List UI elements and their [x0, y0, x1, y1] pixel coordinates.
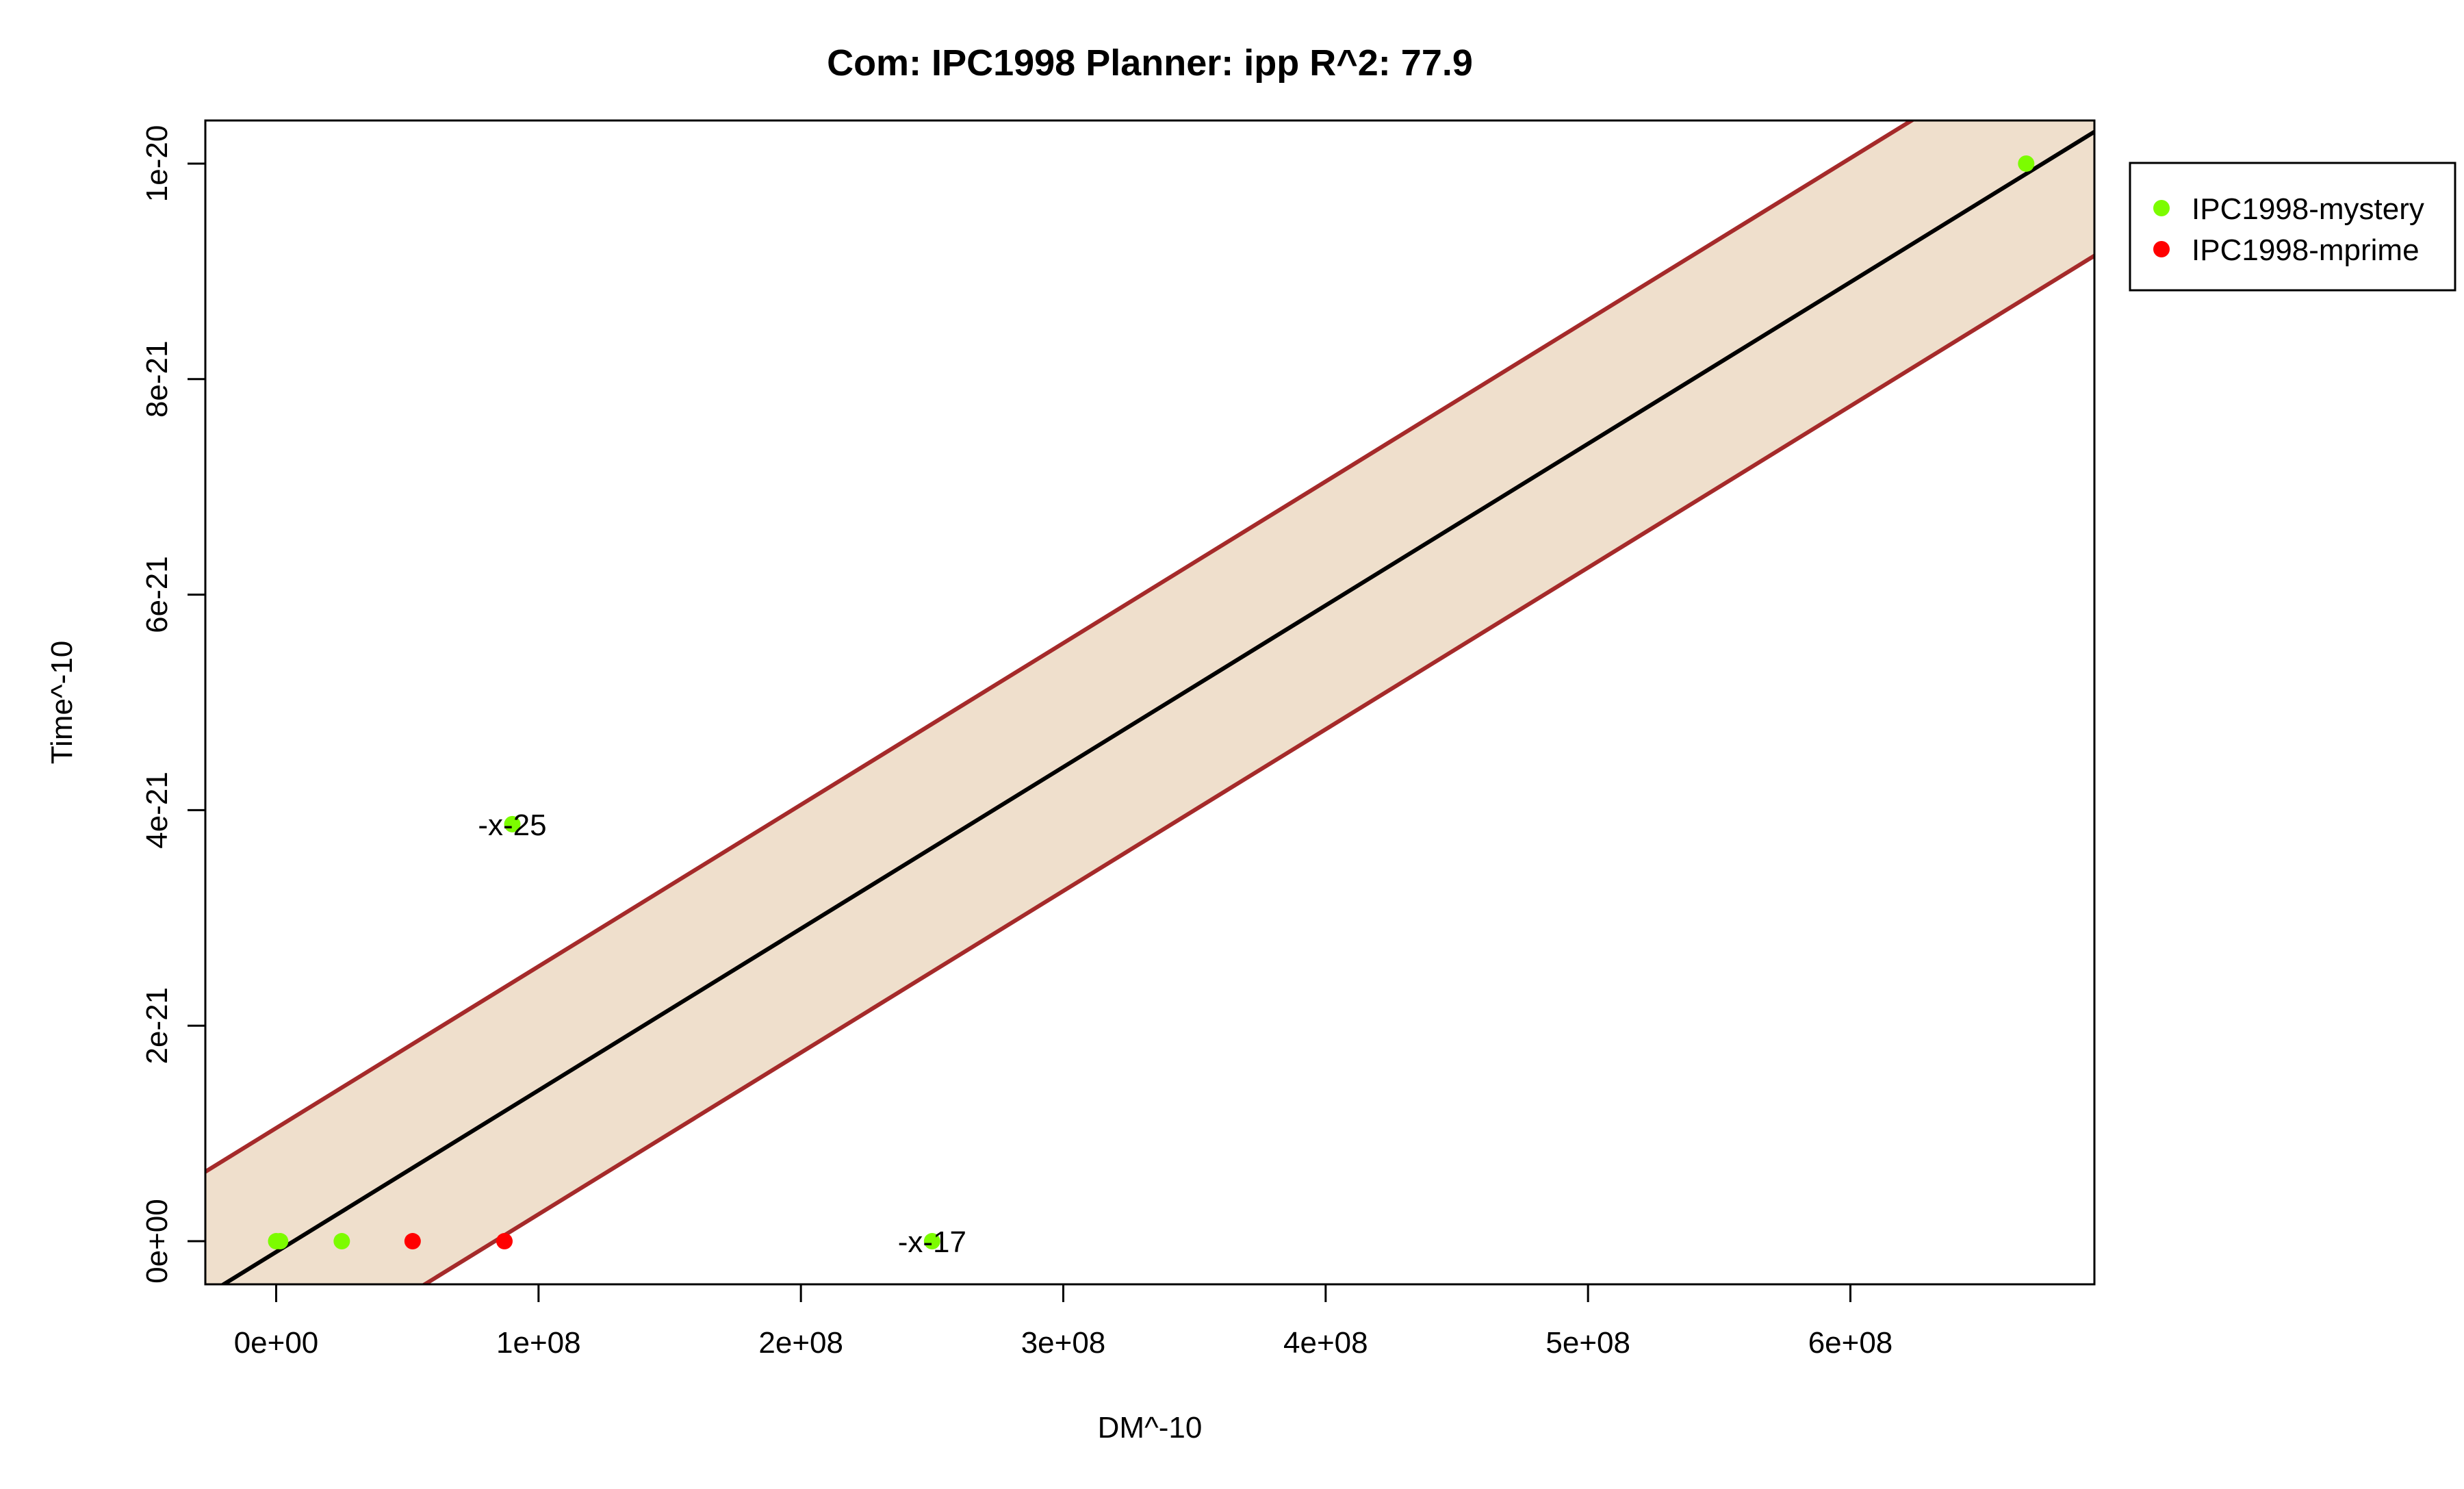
- x-axis: 0e+00 1e+08 2e+08 3e+08 4e+08 5e+08 6e+08: [234, 1283, 1893, 1360]
- legend: IPC1998-mystery IPC1998-mprime: [2129, 162, 2456, 292]
- y-tick-label: 1e-20: [140, 125, 174, 203]
- band-lower-line: [421, 253, 2094, 1284]
- x-axis-label: DM^-10: [1098, 1411, 1203, 1445]
- data-point-ipc1998-mystery-5: [2018, 155, 2035, 172]
- legend-label: IPC1998-mprime: [2192, 233, 2420, 267]
- y-axis-label: Time^-10: [45, 641, 79, 764]
- y-tick-label: 2e-21: [140, 987, 174, 1065]
- data-points: [268, 155, 2035, 1250]
- legend-marker: [2153, 241, 2170, 257]
- x-tick-label: 4e+08: [1283, 1326, 1368, 1360]
- point-annotation-0: -x-25: [478, 809, 546, 842]
- plot-area: -x-25 -x-17: [205, 120, 2094, 1284]
- data-point-ipc1998-mystery-4: [923, 1233, 940, 1250]
- y-tick-label: 6e-21: [140, 556, 174, 633]
- y-tick-label: 8e-21: [140, 341, 174, 418]
- band-upper-line: [205, 120, 1916, 1174]
- legend-box: [2129, 162, 2456, 292]
- x-tick-label: 5e+08: [1545, 1326, 1630, 1360]
- x-tick-label: 0e+00: [234, 1326, 319, 1360]
- x-tick-label: 3e+08: [1021, 1326, 1106, 1360]
- prediction-band: [205, 120, 2094, 1284]
- data-point-ipc1998-mprime-0: [404, 1233, 421, 1250]
- chart-title: Com: IPC1998 Planner: ipp R^2: 77.9: [827, 42, 1473, 84]
- x-tick-label: 6e+08: [1808, 1326, 1893, 1360]
- data-point-ipc1998-mystery-1: [272, 1233, 289, 1250]
- regression-fit-line: [220, 129, 2094, 1284]
- point-annotations: -x-25 -x-17: [478, 809, 966, 1259]
- y-tick-label: 0e+00: [140, 1199, 174, 1284]
- legend-marker: [2153, 200, 2170, 216]
- y-axis: 0e+00 2e-21 4e-21 6e-21 8e-21 1e-20: [140, 125, 207, 1284]
- x-tick-label: 2e+08: [758, 1326, 843, 1360]
- x-tick-label: 1e+08: [496, 1326, 581, 1360]
- y-tick-label: 4e-21: [140, 772, 174, 849]
- data-point-ipc1998-mystery-3: [504, 815, 521, 832]
- legend-label: IPC1998-mystery: [2192, 192, 2424, 226]
- data-point-ipc1998-mprime-1: [496, 1233, 513, 1250]
- data-point-ipc1998-mystery-2: [333, 1233, 350, 1250]
- point-annotation-1: -x-17: [898, 1225, 966, 1259]
